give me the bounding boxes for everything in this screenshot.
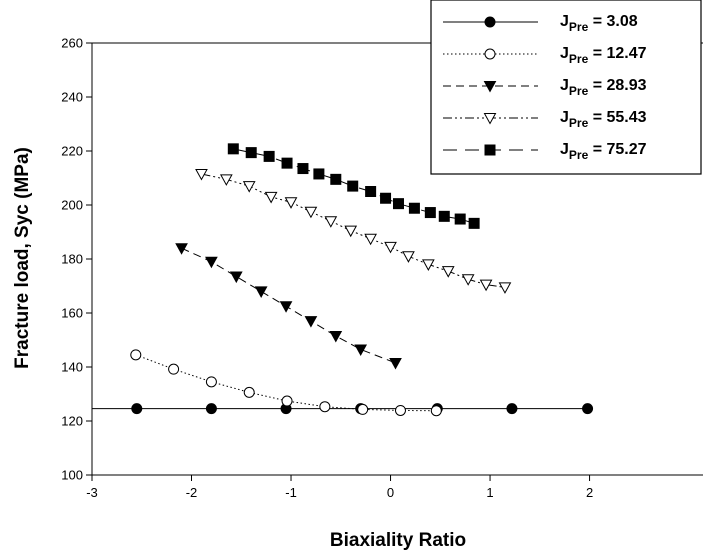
data-point bbox=[205, 256, 218, 269]
legend-marker bbox=[483, 81, 497, 93]
data-point bbox=[394, 404, 406, 416]
y-tick-label: 180 bbox=[61, 252, 83, 267]
data-point bbox=[245, 147, 257, 159]
x-axis-title: Biaxiality Ratio bbox=[330, 530, 466, 551]
legend-marker bbox=[484, 16, 496, 28]
legend-marker bbox=[483, 113, 497, 125]
data-point bbox=[67, 404, 77, 414]
legend-entry: JPre = 28.93 bbox=[443, 77, 647, 98]
legend-box bbox=[430, 0, 702, 175]
data-point bbox=[205, 376, 217, 388]
data-point bbox=[498, 282, 512, 294]
data-point bbox=[313, 168, 325, 180]
data-point bbox=[364, 233, 377, 246]
data-point bbox=[168, 363, 180, 375]
data-point bbox=[454, 213, 466, 225]
y-tick-label: 100 bbox=[61, 468, 83, 483]
legend-entry: JPre = 12.47 bbox=[443, 45, 647, 66]
data-point bbox=[130, 349, 142, 361]
data-point bbox=[461, 274, 475, 286]
data-point bbox=[324, 216, 338, 228]
series-2 bbox=[130, 349, 442, 417]
data-point bbox=[219, 174, 233, 186]
data-point bbox=[242, 181, 256, 193]
data-point bbox=[479, 279, 493, 292]
data-point bbox=[430, 405, 442, 417]
x-tick-label: 0 bbox=[387, 485, 394, 500]
data-point bbox=[402, 251, 415, 263]
data-point bbox=[389, 357, 402, 370]
data-point bbox=[392, 198, 404, 210]
data-point bbox=[582, 403, 594, 415]
data-point bbox=[304, 206, 318, 219]
y-axis-title: Fracture load, Syc (MPa) bbox=[12, 147, 33, 369]
legend-entry: JPre = 55.43 bbox=[443, 109, 647, 130]
y-tick-label: 140 bbox=[61, 360, 83, 375]
series-line bbox=[233, 148, 475, 224]
x-tick-label: -2 bbox=[186, 485, 198, 500]
y-tick-label: 200 bbox=[61, 198, 83, 213]
data-point bbox=[506, 403, 518, 415]
data-point bbox=[380, 192, 392, 204]
data-point bbox=[229, 271, 243, 284]
data-point bbox=[131, 403, 143, 415]
data-point bbox=[329, 330, 343, 343]
y-tick-label: 160 bbox=[61, 306, 83, 321]
data-point bbox=[384, 241, 397, 254]
x-tick-label: -1 bbox=[285, 485, 297, 500]
data-point bbox=[422, 259, 435, 271]
y-tick-label: 120 bbox=[61, 414, 83, 429]
legend-label: JPre = 55.43 bbox=[560, 109, 647, 130]
data-point bbox=[438, 210, 450, 222]
data-point bbox=[330, 173, 342, 185]
data-point bbox=[354, 344, 368, 356]
y-tick-label: 240 bbox=[61, 90, 83, 105]
data-point bbox=[424, 207, 436, 219]
data-point bbox=[263, 150, 275, 162]
data-point bbox=[264, 191, 278, 204]
axes: 100 120 140 160 180 200 220 240 260 -3 -2 -1 0 1 2 bbox=[61, 36, 703, 500]
data-point bbox=[205, 403, 217, 415]
legend-label: JPre = 12.47 bbox=[560, 45, 647, 66]
data-point bbox=[304, 316, 318, 328]
data-point bbox=[297, 163, 309, 175]
legend-label: JPre = 3.08 bbox=[560, 13, 638, 34]
x-tick-label: 2 bbox=[586, 485, 593, 500]
y-tick-label: 220 bbox=[61, 144, 83, 159]
series-line bbox=[201, 173, 506, 288]
series-4 bbox=[195, 168, 512, 294]
legend-entry: JPre = 3.08 bbox=[443, 13, 638, 34]
legend-marker bbox=[484, 48, 496, 60]
y-tick-label: 260 bbox=[61, 36, 83, 51]
data-point bbox=[281, 157, 293, 169]
data-point bbox=[357, 403, 369, 415]
series-layer bbox=[67, 143, 594, 417]
data-point bbox=[344, 225, 358, 238]
data-point bbox=[408, 202, 420, 214]
data-point bbox=[319, 401, 331, 413]
series-3 bbox=[175, 243, 402, 370]
data-point bbox=[254, 286, 268, 298]
data-point bbox=[468, 217, 480, 229]
legend-label: JPre = 75.27 bbox=[560, 141, 647, 162]
data-point bbox=[243, 386, 255, 398]
data-point bbox=[441, 266, 455, 278]
x-tick-label: 1 bbox=[486, 485, 493, 500]
legend-marker bbox=[484, 144, 496, 156]
data-point bbox=[175, 243, 188, 255]
legend-label: JPre = 28.93 bbox=[560, 77, 647, 98]
data-point bbox=[279, 301, 293, 313]
series-5 bbox=[227, 143, 480, 229]
data-point bbox=[347, 180, 359, 192]
legend-entry: JPre = 75.27 bbox=[443, 141, 647, 162]
data-point bbox=[365, 186, 377, 197]
data-point bbox=[281, 395, 293, 407]
legend: JPre = 3.08 JPre = 12.47 JPre = 28.93 JPre … bbox=[430, 0, 702, 175]
x-tick-label: -3 bbox=[86, 485, 98, 500]
data-point bbox=[284, 197, 298, 209]
data-point bbox=[227, 143, 239, 155]
data-point bbox=[195, 168, 208, 181]
